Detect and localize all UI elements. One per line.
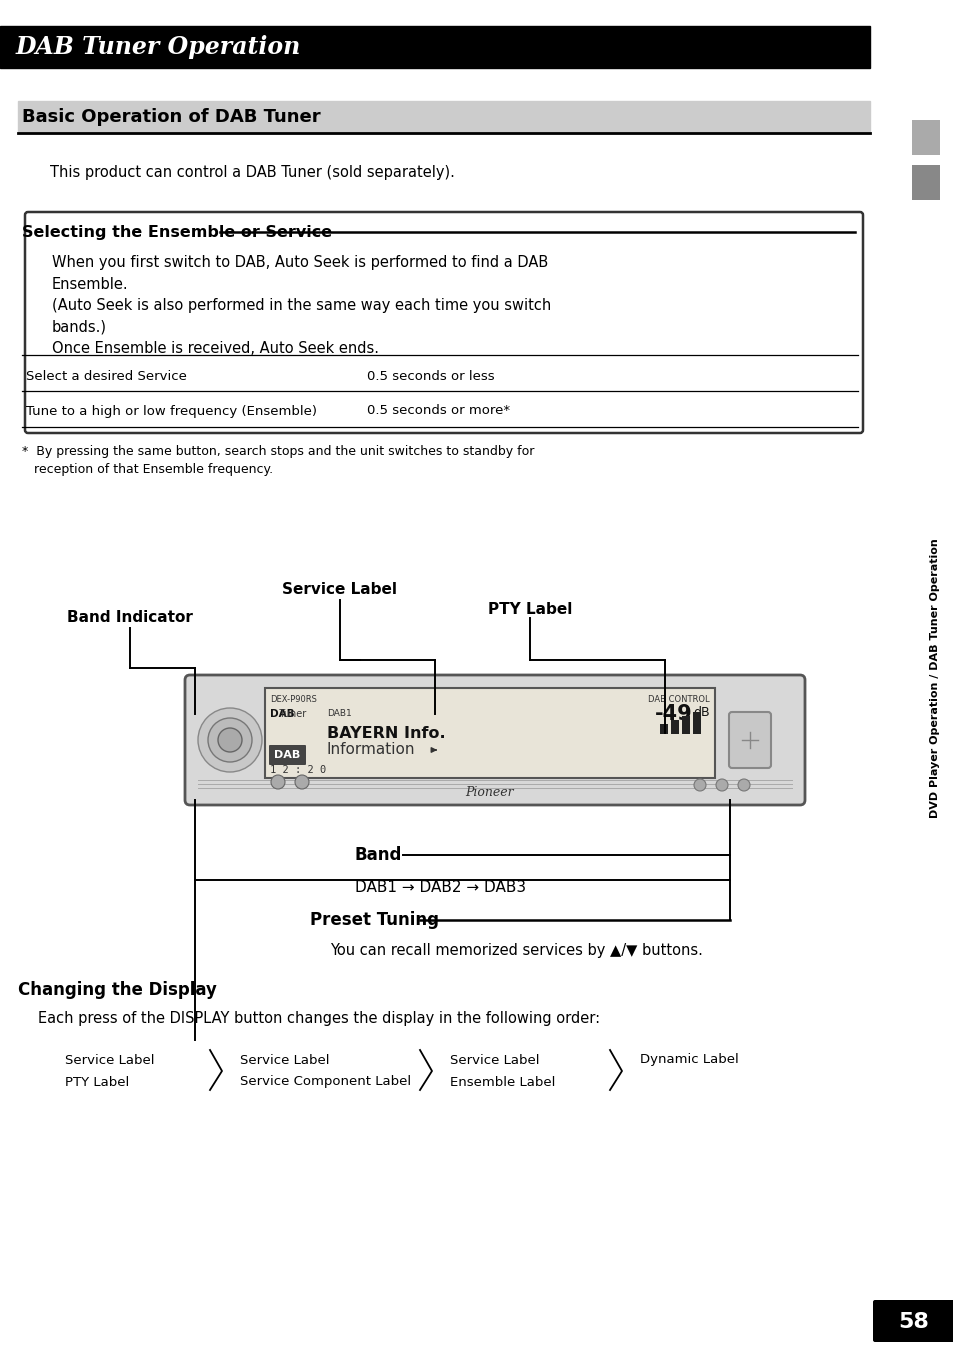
Text: Service Label: Service Label — [65, 1053, 154, 1066]
FancyBboxPatch shape — [185, 675, 804, 805]
Text: Preset Tuning: Preset Tuning — [310, 911, 438, 930]
Text: dB: dB — [692, 706, 709, 718]
Text: This product can control a DAB Tuner (sold separately).: This product can control a DAB Tuner (so… — [50, 165, 455, 180]
Text: DAB1: DAB1 — [327, 710, 352, 718]
Text: DAB1 → DAB2 → DAB3: DAB1 → DAB2 → DAB3 — [355, 881, 525, 896]
Text: Service Label: Service Label — [240, 1053, 329, 1066]
Text: 58: 58 — [898, 1312, 928, 1332]
Text: BAYERN Info.: BAYERN Info. — [327, 725, 445, 740]
Bar — [911, 121, 939, 154]
Text: DAB: DAB — [274, 751, 300, 760]
Circle shape — [738, 779, 749, 791]
Text: Service Label: Service Label — [450, 1053, 539, 1066]
Circle shape — [693, 779, 705, 791]
Text: 1 2 : 2 0: 1 2 : 2 0 — [270, 766, 326, 775]
Text: Service Label: Service Label — [282, 583, 397, 598]
Text: Pioneer: Pioneer — [465, 786, 514, 798]
Text: *  By pressing the same button, search stops and the unit switches to standby fo: * By pressing the same button, search st… — [22, 444, 534, 458]
Text: Basic Operation of DAB Tuner: Basic Operation of DAB Tuner — [22, 108, 320, 126]
Text: -49: -49 — [655, 705, 692, 724]
Bar — [670, 720, 679, 734]
Bar — [265, 688, 714, 778]
Text: Service Component Label: Service Component Label — [240, 1076, 411, 1088]
Text: 0.5 seconds or less: 0.5 seconds or less — [367, 370, 494, 383]
Bar — [659, 724, 667, 734]
Text: PTY Label: PTY Label — [487, 603, 572, 618]
FancyBboxPatch shape — [269, 745, 306, 766]
Text: PTY Label: PTY Label — [65, 1076, 129, 1088]
Text: DAB: DAB — [270, 709, 294, 720]
Text: Tune to a high or low frequency (Ensemble): Tune to a high or low frequency (Ensembl… — [26, 405, 316, 417]
Text: Tuner: Tuner — [270, 709, 306, 720]
Text: Dynamic Label: Dynamic Label — [639, 1053, 738, 1066]
Circle shape — [208, 718, 252, 762]
Text: DEX-P90RS: DEX-P90RS — [270, 695, 316, 705]
Text: Each press of the DISPLAY button changes the display in the following order:: Each press of the DISPLAY button changes… — [38, 1011, 599, 1026]
Circle shape — [218, 728, 242, 752]
Circle shape — [294, 775, 309, 789]
Text: Ensemble Label: Ensemble Label — [450, 1076, 555, 1088]
Circle shape — [716, 779, 727, 791]
Bar — [18, 102, 869, 133]
Text: DVD Player Operation / DAB Tuner Operation: DVD Player Operation / DAB Tuner Operati… — [929, 538, 939, 818]
Bar — [692, 711, 700, 734]
Text: Band: Band — [355, 846, 402, 864]
Bar — [681, 715, 689, 734]
Circle shape — [271, 775, 285, 789]
Circle shape — [198, 709, 262, 772]
Bar — [0, 26, 869, 68]
Text: Information: Information — [327, 743, 416, 757]
Text: 0.5 seconds or more*: 0.5 seconds or more* — [367, 405, 510, 417]
Text: Select a desired Service: Select a desired Service — [26, 370, 187, 383]
Bar — [911, 165, 939, 201]
Text: DAB CONTROL: DAB CONTROL — [648, 695, 709, 705]
FancyBboxPatch shape — [728, 711, 770, 768]
Text: When you first switch to DAB, Auto Seek is performed to find a DAB
Ensemble.
(Au: When you first switch to DAB, Auto Seek … — [52, 255, 551, 356]
Text: You can recall memorized services by ▲/▼ buttons.: You can recall memorized services by ▲/▼… — [330, 943, 702, 958]
Text: Selecting the Ensemble or Service: Selecting the Ensemble or Service — [22, 225, 332, 240]
Text: DAB Tuner Operation: DAB Tuner Operation — [16, 35, 301, 60]
Text: Changing the Display: Changing the Display — [18, 981, 216, 999]
Text: reception of that Ensemble frequency.: reception of that Ensemble frequency. — [22, 463, 273, 476]
Text: Band Indicator: Band Indicator — [67, 611, 193, 626]
FancyBboxPatch shape — [25, 211, 862, 434]
FancyBboxPatch shape — [872, 1299, 953, 1341]
